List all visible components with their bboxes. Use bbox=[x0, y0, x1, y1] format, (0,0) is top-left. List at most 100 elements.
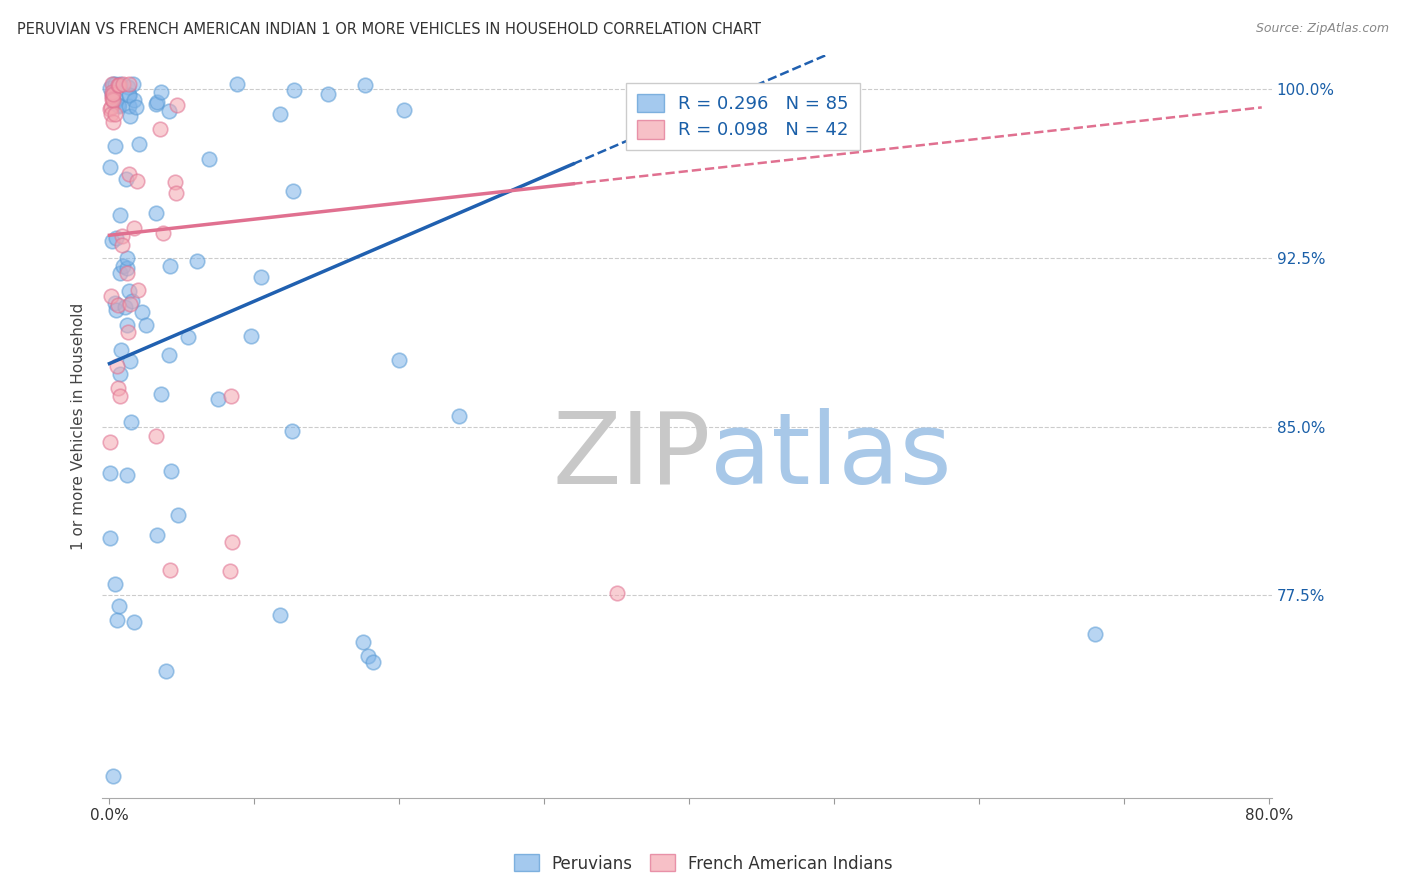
Point bbox=[101, 768, 124, 782]
Point bbox=[98, 531, 121, 545]
Point bbox=[104, 107, 127, 121]
Point bbox=[145, 206, 167, 220]
Point bbox=[101, 115, 124, 129]
Point bbox=[105, 303, 128, 318]
Point bbox=[186, 254, 208, 268]
Point bbox=[198, 153, 221, 167]
Point bbox=[128, 136, 150, 151]
Point bbox=[104, 231, 127, 245]
Point bbox=[100, 289, 122, 303]
Point bbox=[98, 466, 121, 480]
Point bbox=[108, 367, 131, 381]
Point bbox=[207, 392, 229, 407]
Point bbox=[165, 186, 187, 201]
Point bbox=[101, 88, 124, 103]
Point bbox=[387, 353, 409, 368]
Point bbox=[148, 121, 170, 136]
Point bbox=[117, 318, 139, 333]
Legend: Peruvians, French American Indians: Peruvians, French American Indians bbox=[506, 847, 900, 880]
Point bbox=[101, 93, 124, 107]
Point bbox=[280, 424, 302, 438]
Point bbox=[112, 259, 135, 273]
Point bbox=[107, 99, 129, 113]
Point bbox=[103, 295, 125, 310]
Point bbox=[117, 80, 139, 95]
Point bbox=[357, 648, 380, 663]
Text: atlas: atlas bbox=[710, 408, 952, 505]
Point bbox=[152, 227, 174, 241]
Point bbox=[146, 95, 169, 110]
Point bbox=[159, 259, 181, 273]
Point bbox=[124, 93, 146, 107]
Point bbox=[108, 209, 131, 223]
Point bbox=[352, 634, 374, 648]
Point bbox=[157, 348, 180, 362]
Point bbox=[118, 109, 141, 123]
Point bbox=[110, 343, 132, 357]
Point bbox=[145, 429, 167, 443]
Point bbox=[221, 389, 243, 403]
Point bbox=[98, 102, 121, 116]
Point bbox=[150, 85, 173, 99]
Point bbox=[150, 387, 173, 401]
Point bbox=[118, 87, 141, 102]
Point bbox=[163, 175, 186, 189]
Point bbox=[98, 435, 121, 450]
Point bbox=[112, 78, 135, 92]
Point bbox=[392, 103, 415, 117]
Point bbox=[110, 266, 132, 280]
Point bbox=[281, 184, 304, 198]
Point bbox=[107, 78, 129, 93]
Point bbox=[157, 103, 180, 118]
Point bbox=[100, 107, 122, 121]
Point bbox=[122, 221, 145, 235]
Point bbox=[101, 87, 124, 102]
Point bbox=[121, 78, 143, 92]
Point bbox=[250, 269, 273, 284]
Point bbox=[103, 96, 125, 111]
Point bbox=[145, 97, 167, 112]
Text: Source: ZipAtlas.com: Source: ZipAtlas.com bbox=[1256, 22, 1389, 36]
Point bbox=[118, 99, 141, 113]
Point bbox=[101, 78, 124, 92]
Point bbox=[155, 664, 177, 678]
Point bbox=[121, 294, 143, 309]
Point bbox=[101, 92, 124, 106]
Point bbox=[269, 608, 291, 623]
Text: ZIP: ZIP bbox=[553, 408, 710, 505]
Point bbox=[104, 91, 127, 105]
Point bbox=[98, 160, 121, 174]
Point bbox=[127, 174, 149, 188]
Point bbox=[100, 100, 122, 114]
Point bbox=[117, 78, 139, 92]
Point bbox=[1084, 627, 1107, 641]
Point bbox=[104, 577, 127, 591]
Point bbox=[221, 534, 243, 549]
Point bbox=[606, 586, 628, 600]
Text: PERUVIAN VS FRENCH AMERICAN INDIAN 1 OR MORE VEHICLES IN HOUSEHOLD CORRELATION C: PERUVIAN VS FRENCH AMERICAN INDIAN 1 OR … bbox=[17, 22, 761, 37]
Point bbox=[120, 354, 142, 368]
Point bbox=[283, 83, 305, 97]
Point bbox=[114, 300, 136, 314]
Point bbox=[118, 87, 141, 102]
Point bbox=[104, 78, 127, 92]
Point bbox=[225, 78, 247, 92]
Point bbox=[117, 251, 139, 265]
Point bbox=[115, 171, 138, 186]
Point bbox=[118, 167, 141, 181]
Point bbox=[127, 283, 149, 297]
Point bbox=[167, 508, 190, 522]
Point bbox=[135, 318, 157, 332]
Point bbox=[105, 359, 128, 374]
Point bbox=[98, 81, 121, 95]
Point bbox=[118, 297, 141, 311]
Y-axis label: 1 or more Vehicles in Household: 1 or more Vehicles in Household bbox=[72, 303, 86, 550]
Point bbox=[269, 107, 291, 121]
Point bbox=[101, 234, 124, 248]
Point bbox=[115, 261, 138, 276]
Point bbox=[107, 97, 129, 112]
Point bbox=[104, 138, 127, 153]
Point bbox=[110, 389, 132, 403]
Point bbox=[131, 305, 153, 319]
Point bbox=[105, 613, 128, 627]
